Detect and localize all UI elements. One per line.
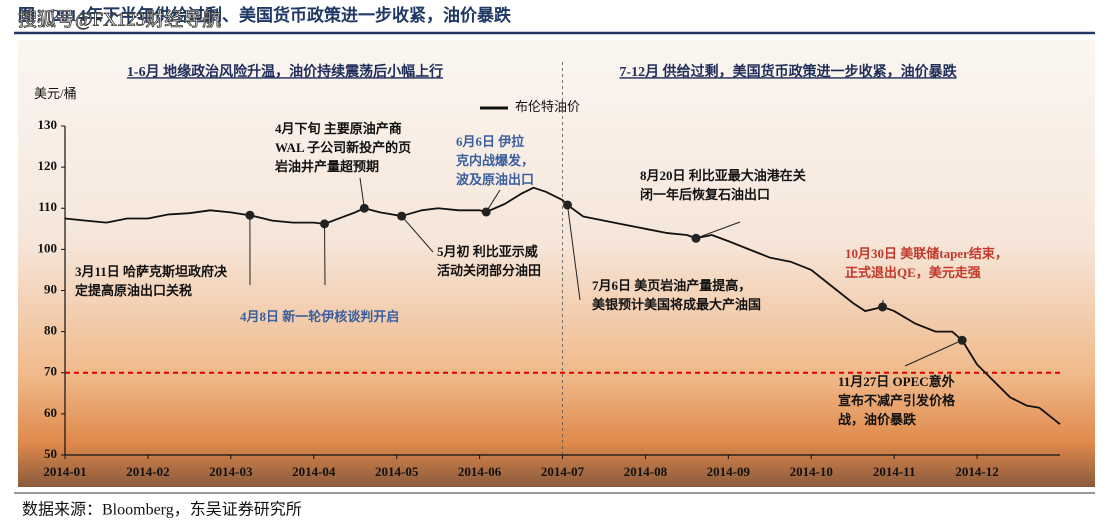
annotation-text: 闭一年后恢复石油出口 — [640, 187, 770, 202]
annotation-text: 3月11日 哈萨克斯坦政府决 — [75, 264, 228, 279]
leader-line — [904, 339, 963, 367]
watermark: 搜狐号@FX123财经导航 — [18, 8, 221, 30]
y-tick-label: 70 — [44, 364, 57, 379]
x-tick-label: 2014-04 — [292, 464, 336, 479]
x-tick-label: 2014-10 — [790, 464, 833, 479]
event-marker — [397, 211, 407, 221]
annotation-text: 10月30日 美联储taper结束， — [845, 246, 1008, 261]
leader-line — [359, 177, 365, 209]
y-tick-label: 100 — [38, 240, 58, 255]
annotation-text: 活动关闭部分油田 — [437, 263, 541, 278]
leader-line — [401, 215, 434, 253]
event-marker — [359, 203, 369, 213]
y-axis-label: 美元/桶 — [34, 86, 77, 101]
annotation-text: 战，油价暴跌 — [838, 412, 917, 427]
annotation-text: 8月20日 利比亚最大油港在关 — [640, 168, 806, 183]
annotation-text: 正式退出QE，美元走强 — [845, 265, 981, 280]
annotation-text: 11月27日 OPEC意外 — [838, 374, 955, 389]
y-tick-label: 60 — [44, 405, 57, 420]
x-tick-label: 2014-08 — [624, 464, 668, 479]
annotation-text: WAL 子公司新投产的页 — [275, 140, 411, 155]
annotation-text: 定提高原油出口关税 — [74, 283, 192, 298]
x-tick-label: 2014-02 — [126, 464, 169, 479]
y-tick-label: 50 — [44, 446, 57, 461]
x-tick-label: 2014-03 — [209, 464, 253, 479]
event-marker — [878, 302, 888, 312]
annotation-text: 宣布不减产引发价格 — [838, 393, 956, 408]
y-tick-label: 90 — [44, 281, 57, 296]
x-tick-label: 2014-05 — [375, 464, 419, 479]
leader-line — [695, 221, 741, 239]
x-tick-label: 2014-11 — [873, 464, 916, 479]
annotation-text: 波及原油出口 — [456, 172, 534, 187]
title: 图：2014年下半年供给过剩、美国货币政策进一步收紧，油价暴跌 — [18, 5, 512, 25]
annotation-text: 4月8日 新一轮伊核谈判开启 — [240, 309, 399, 324]
annotation-text: 7月6日 美页岩油产量提高， — [592, 278, 751, 293]
annotation-text: 岩油井产量超预期 — [274, 159, 379, 174]
background — [18, 40, 1095, 487]
heading: 7-12月 供给过剩，美国货币政策进一步收紧，油价暴跌 — [619, 63, 957, 80]
y-tick-label: 110 — [38, 199, 57, 214]
legend-label: 布伦特油价 — [515, 99, 580, 114]
event-marker — [691, 233, 701, 243]
annotation-text: 5月初 利比亚示威 — [437, 244, 538, 259]
heading: 1-6月 地缘政治风险升温，油价持续震荡后小幅上行 — [127, 63, 443, 80]
annotation-text: 4月下旬 主要原油产商 — [275, 121, 402, 136]
y-tick-label: 130 — [38, 117, 58, 132]
annotation-text: 克内战爆发， — [456, 153, 534, 168]
event-marker — [562, 200, 572, 210]
x-tick-label: 2014-06 — [458, 464, 502, 479]
event-marker — [957, 335, 967, 345]
y-tick-label: 80 — [44, 323, 57, 338]
y-tick-label: 120 — [38, 158, 58, 173]
annotation-text: 6月6日 伊拉 — [456, 134, 524, 149]
event-marker — [481, 207, 491, 217]
leader-line — [566, 204, 581, 301]
x-tick-label: 2014-09 — [707, 464, 751, 479]
x-tick-label: 2014-12 — [955, 464, 998, 479]
event-marker — [245, 210, 255, 220]
event-marker — [320, 219, 330, 229]
x-tick-label: 2014-07 — [541, 464, 585, 479]
source: 数据来源：Bloomberg，东吴证券研究所 — [22, 501, 302, 519]
annotation-text: 美银预计美国将成最大产油国 — [592, 297, 761, 312]
x-tick-label: 2014-01 — [43, 464, 86, 479]
